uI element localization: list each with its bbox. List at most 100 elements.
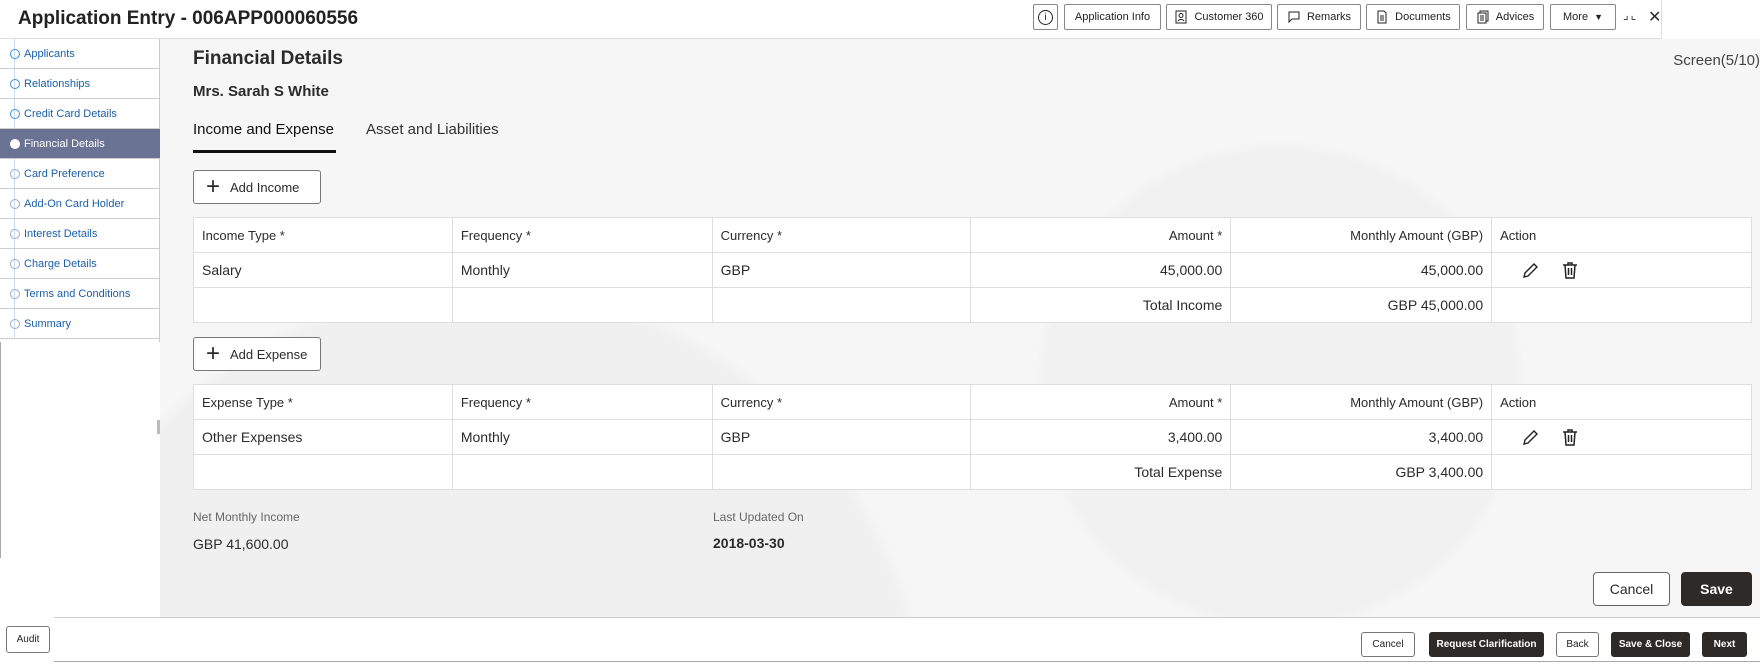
customer-360-button[interactable]: Customer 360: [1166, 4, 1272, 30]
tab-income-and-expense[interactable]: Income and Expense: [193, 121, 334, 138]
total-value: GBP 45,000.00: [1230, 287, 1493, 323]
step-dot-icon: [10, 228, 20, 239]
tab-asset-and-liabilities[interactable]: Asset and Liabilities: [366, 121, 499, 138]
sidebar-item-label: Card Preference: [24, 167, 105, 180]
table-cell: GBP: [711, 419, 972, 455]
save-button[interactable]: Save: [1681, 572, 1752, 606]
step-dot-icon: [10, 318, 20, 329]
column-header: Monthly Amount (GBP): [1230, 384, 1493, 420]
request-clarification-button[interactable]: Request Clarification: [1429, 632, 1544, 657]
audit-button[interactable]: Audit: [6, 626, 50, 653]
step-dot-icon: [10, 138, 20, 149]
advices-label: Advices: [1495, 11, 1535, 23]
more-label: More: [1563, 11, 1589, 23]
check-circle-icon: [10, 48, 20, 59]
cancel-button[interactable]: Cancel: [1593, 572, 1670, 606]
sidebar-item-terms-and-conditions[interactable]: Terms and Conditions: [0, 279, 160, 309]
edit-pencil-icon[interactable]: [1520, 260, 1540, 280]
delete-trash-icon[interactable]: [1560, 260, 1580, 280]
last-updated-value: 2018-03-30: [713, 535, 785, 551]
footer-divider: [54, 617, 1760, 618]
table-cell: GBP: [711, 252, 972, 288]
sidebar-item-label: Add-On Card Holder: [24, 197, 125, 210]
sidebar-item-financial-details[interactable]: Financial Details: [0, 129, 160, 159]
sidebar-nav: Applicants Relationships Credit Card Detai…: [0, 39, 160, 342]
sidebar-resize-handle[interactable]: [157, 420, 160, 434]
footer-bottom-border: [54, 661, 1760, 662]
table-cell: 45,000.00: [970, 252, 1232, 288]
step-dot-icon: [10, 288, 20, 299]
step-dot-icon: [10, 258, 20, 269]
contact-card-icon: [1175, 10, 1187, 24]
sidebar-item-label: Credit Card Details: [24, 107, 117, 120]
plus-icon: +: [206, 340, 221, 367]
delete-trash-icon[interactable]: [1560, 427, 1580, 447]
sidebar-item-charge-details[interactable]: Charge Details: [0, 249, 160, 279]
column-header: Currency *: [711, 384, 972, 420]
net-monthly-income-label: Net Monthly Income: [193, 510, 300, 524]
table-row: Other Expenses Monthly GBP 3,400.00 3,400.00: [193, 419, 1752, 455]
info-button[interactable]: i: [1033, 4, 1058, 30]
info-icon: i: [1038, 9, 1053, 25]
table-cell: 45,000.00: [1230, 252, 1493, 288]
table-row: Salary Monthly GBP 45,000.00 45,000.00: [193, 252, 1752, 288]
remarks-label: Remarks: [1306, 11, 1351, 23]
table-cell: 3,400.00: [1230, 419, 1493, 455]
sidebar-item-card-preference[interactable]: Card Preference: [0, 159, 160, 189]
column-header: Income Type *: [193, 217, 453, 253]
sidebar-item-add-on-card-holder[interactable]: Add-On Card Holder: [0, 189, 160, 219]
sidebar-item-label: Financial Details: [24, 137, 105, 150]
income-table: Income Type * Frequency * Currency * Amount…: [193, 217, 1752, 323]
sidebar-border: [0, 342, 1, 558]
collapse-icon[interactable]: ⌟⌞: [1623, 8, 1639, 22]
edit-pencil-icon[interactable]: [1520, 427, 1540, 447]
column-header: Frequency *: [451, 217, 713, 253]
sidebar-item-interest-details[interactable]: Interest Details: [0, 219, 160, 249]
column-header: Amount *: [970, 217, 1232, 253]
table-cell: 3,400.00: [970, 419, 1232, 455]
app-header: Application Entry - 006APP000060556 i Ap…: [0, 0, 1662, 39]
last-updated-label: Last Updated On: [713, 510, 804, 524]
sidebar-item-applicants[interactable]: Applicants: [0, 39, 160, 69]
page-title: Application Entry - 006APP000060556: [18, 8, 359, 29]
sidebar-item-relationships[interactable]: Relationships: [0, 69, 160, 99]
main-content: [160, 39, 1760, 617]
add-expense-button[interactable]: + Add Expense: [193, 337, 321, 371]
more-dropdown[interactable]: More ▼: [1550, 4, 1616, 30]
sidebar-item-summary[interactable]: Summary: [0, 309, 160, 339]
customer-name: Mrs. Sarah S White: [193, 83, 329, 100]
footer-cancel-button[interactable]: Cancel: [1361, 632, 1415, 657]
application-info-button[interactable]: Application Info: [1064, 4, 1161, 30]
column-header: Action: [1491, 384, 1752, 420]
total-label: Total Expense: [970, 454, 1232, 490]
add-income-button[interactable]: + Add Income: [193, 170, 321, 204]
documents-button[interactable]: Documents: [1366, 4, 1460, 30]
sidebar-item-credit-card-details[interactable]: Credit Card Details: [0, 99, 160, 129]
remarks-button[interactable]: Remarks: [1277, 4, 1361, 30]
add-income-label: Add Income: [230, 179, 300, 195]
action-cell: [1491, 419, 1752, 455]
customer-360-label: Customer 360: [1194, 11, 1264, 23]
total-label: Total Income: [970, 287, 1232, 323]
back-button[interactable]: Back: [1556, 632, 1599, 657]
table-cell: Monthly: [451, 252, 713, 288]
screen-counter: Screen(5/10): [1673, 52, 1760, 69]
documents-label: Documents: [1395, 11, 1451, 23]
close-icon[interactable]: ✕: [1648, 9, 1662, 26]
advices-icon: [1477, 10, 1489, 24]
column-header: Monthly Amount (GBP): [1230, 217, 1493, 253]
expense-table: Expense Type * Frequency * Currency * Amoun…: [193, 384, 1752, 490]
active-tab-indicator: [193, 150, 336, 153]
next-button[interactable]: Next: [1702, 632, 1747, 657]
table-cell: Other Expenses: [193, 419, 453, 455]
total-row: Total Expense GBP 3,400.00: [193, 454, 1752, 490]
add-expense-label: Add Expense: [230, 346, 308, 362]
save-and-close-button[interactable]: Save & Close: [1611, 632, 1690, 657]
comment-icon: [1288, 11, 1300, 24]
column-header: Action: [1491, 217, 1752, 253]
action-cell: [1491, 252, 1752, 288]
application-info-label: Application Info: [1074, 11, 1151, 23]
column-header: Frequency *: [451, 384, 713, 420]
advices-button[interactable]: Advices: [1466, 4, 1544, 30]
plus-icon: +: [206, 173, 221, 200]
